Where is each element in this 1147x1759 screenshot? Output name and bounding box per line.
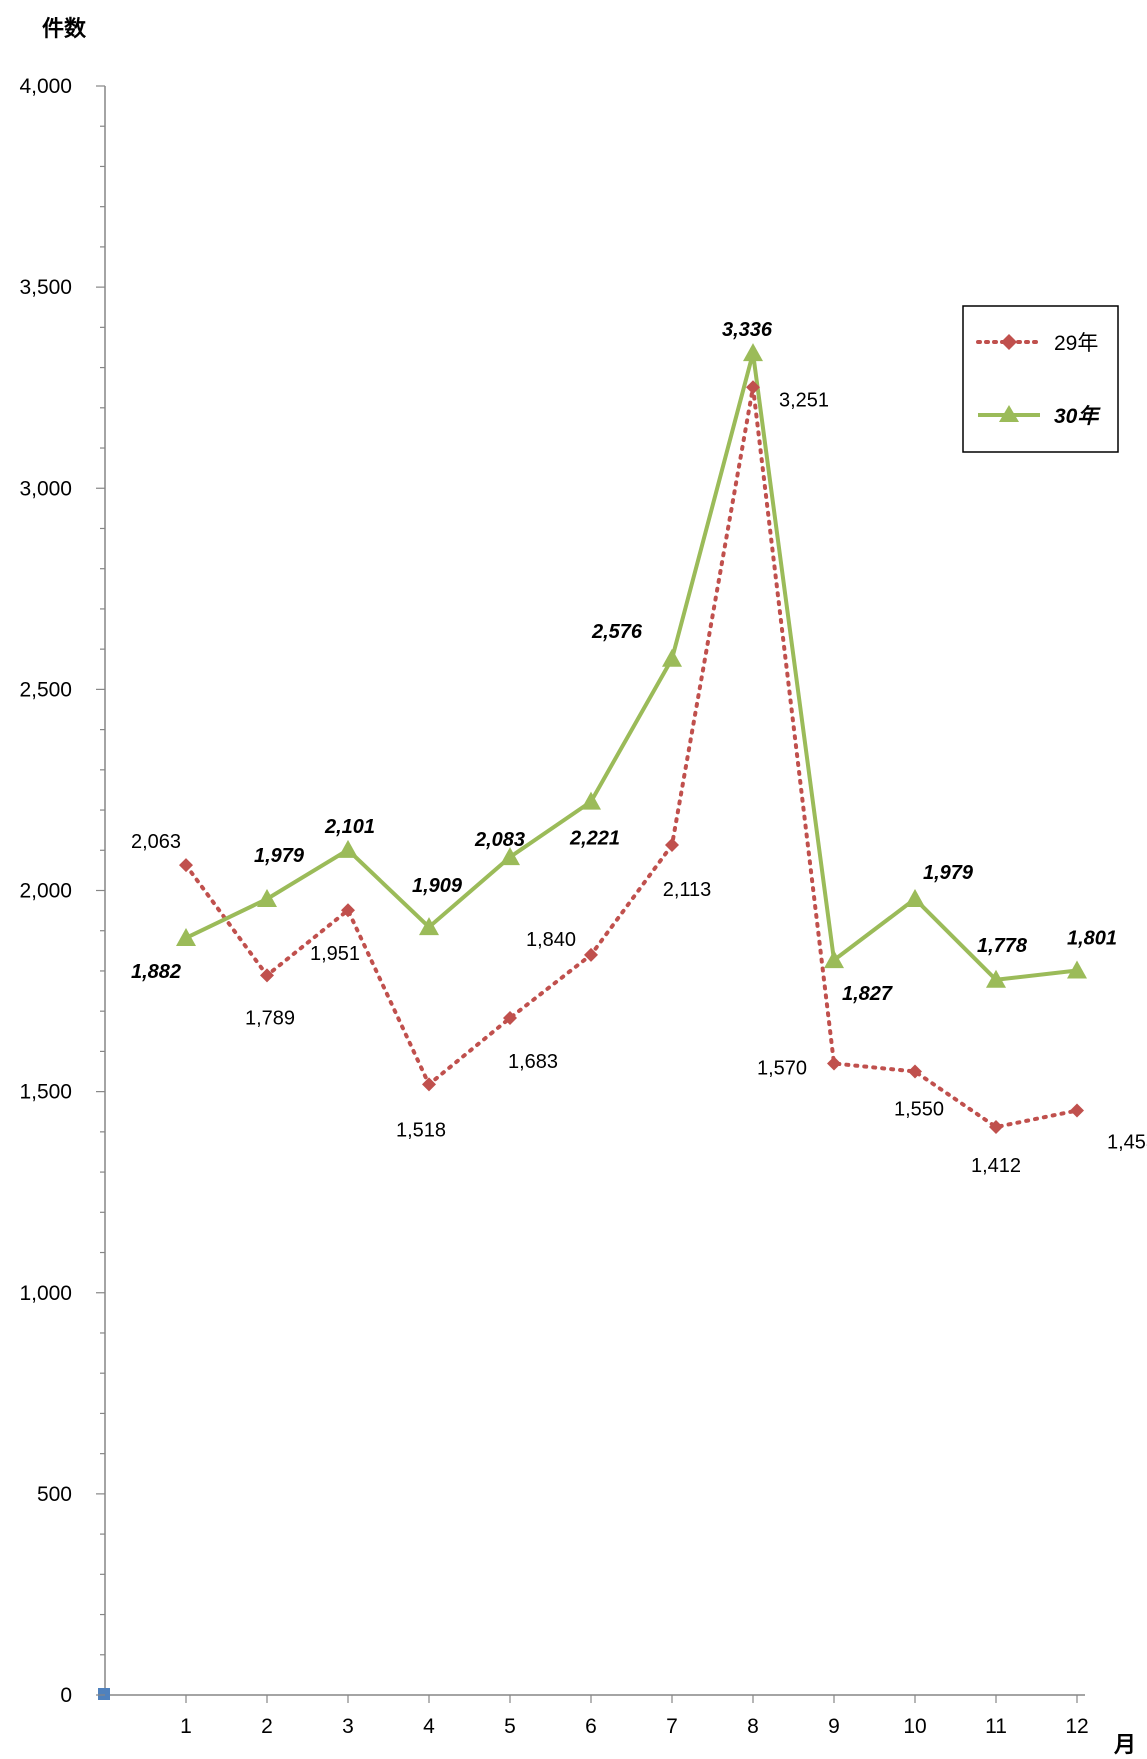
y-tick-label: 1,500 [19,1081,72,1104]
y-tick-label: 3,000 [19,477,72,500]
series-29-point [989,1120,1003,1135]
series-29-point [827,1056,841,1071]
series-29-point [584,947,598,962]
series-30-data-label: 1,979 [923,862,974,884]
series-30-point [338,839,358,858]
x-tick-label: 9 [828,1715,840,1738]
y-tick-label: 4,000 [19,75,72,98]
series-29-point [746,380,760,395]
series-30-point [743,343,763,362]
series-29-point [665,838,679,853]
data-labels: 2,063 1,789 1,951 1,518 1,683 1,840 2,113 3,251… [131,319,1147,1177]
series-30-point [824,950,844,969]
x-axis-label: 月 [1113,1732,1136,1757]
series-29-point [422,1077,436,1092]
x-axis-ticks: 1 2 3 4 5 6 7 8 9 10 11 12 [180,1695,1089,1738]
series-29-point [260,968,274,983]
x-tick-label: 3 [342,1715,354,1738]
x-tick-label: 12 [1065,1715,1088,1738]
series-30-data-label: 1,778 [977,935,1028,957]
series-29-point [503,1011,517,1026]
x-tick-label: 8 [747,1715,759,1738]
series-29-data-label: 1,412 [971,1155,1021,1177]
series-30-point [662,648,682,667]
y-axis-label: 件数 [42,16,87,41]
legend-label-30: 30年 [1054,404,1101,428]
x-tick-label: 5 [504,1715,516,1738]
y-tick-label: 2,000 [19,880,72,903]
series-29-line [184,386,1079,1130]
series-30-point [500,847,520,866]
series-30-point [1067,960,1087,979]
series-30-point [257,888,277,907]
series-29-data-label: 1,789 [245,1007,295,1029]
series-29-data-label: 3,251 [779,389,829,411]
series-30-point [176,927,196,946]
series-30-data-label: 2,083 [474,829,525,851]
y-tick-label: 1,000 [19,1282,72,1305]
series-30-data-label: 1,801 [1067,928,1117,950]
series-29-point [1070,1103,1084,1118]
series-30-data-label: 1,909 [412,875,463,897]
series-29-data-label: 1,570 [757,1057,807,1079]
x-tick-label: 11 [985,1715,1007,1738]
x-tick-label: 6 [585,1715,597,1738]
legend-label-29: 29年 [1054,332,1098,355]
series-30-data-label: 2,101 [324,816,375,838]
series-29-data-label: 1,518 [396,1119,446,1141]
y-tick-label: 3,500 [19,276,72,299]
y-tick-label: 500 [37,1483,72,1506]
y-tick-label: 2,500 [19,678,72,701]
series-30-point [986,969,1006,988]
legend-box [962,305,1119,453]
legend: 29年 30年 [962,305,1119,453]
series-30-data-label: 1,979 [254,845,305,867]
series-29-data-label: 2,113 [663,879,712,901]
x-tick-label: 7 [666,1715,678,1738]
legend-marker-29 [1001,334,1017,350]
origin-marker [98,1688,110,1700]
series-30-point [419,917,439,936]
series-30-data-label: 2,221 [569,828,620,850]
series-29-data-label: 1,951 [310,943,360,965]
series-30-point [905,888,925,907]
series-29-data-label: 1,550 [894,1099,944,1121]
x-tick-label: 1 [180,1715,192,1738]
legend-marker-30 [999,405,1019,422]
series-29-data-label: 1,453 [1107,1132,1147,1154]
series-29-data-label: 2,063 [131,831,181,853]
series-29-data-label: 1,683 [508,1051,558,1073]
series-30-data-label: 1,827 [842,983,893,1005]
y-tick-label: 0 [60,1684,72,1707]
series-30-line [185,352,1078,982]
series-29-point [179,858,193,873]
x-tick-label: 4 [423,1715,435,1738]
series-30-data-label: 2,576 [591,621,643,643]
x-tick-label: 2 [261,1715,273,1738]
series-29-data-label: 1,840 [526,929,576,951]
x-tick-label: 10 [903,1715,926,1738]
series-30-point [581,791,601,810]
series-30-data-label: 3,336 [722,319,773,341]
series-29-point [341,903,355,918]
series-group [176,343,1087,1135]
y-axis-ticks: 0 500 1,000 1,500 2,000 2,500 3,000 3,500 4,000 [19,75,105,1707]
series-29-point [908,1064,922,1079]
series-30-data-label: 1,882 [131,961,181,983]
